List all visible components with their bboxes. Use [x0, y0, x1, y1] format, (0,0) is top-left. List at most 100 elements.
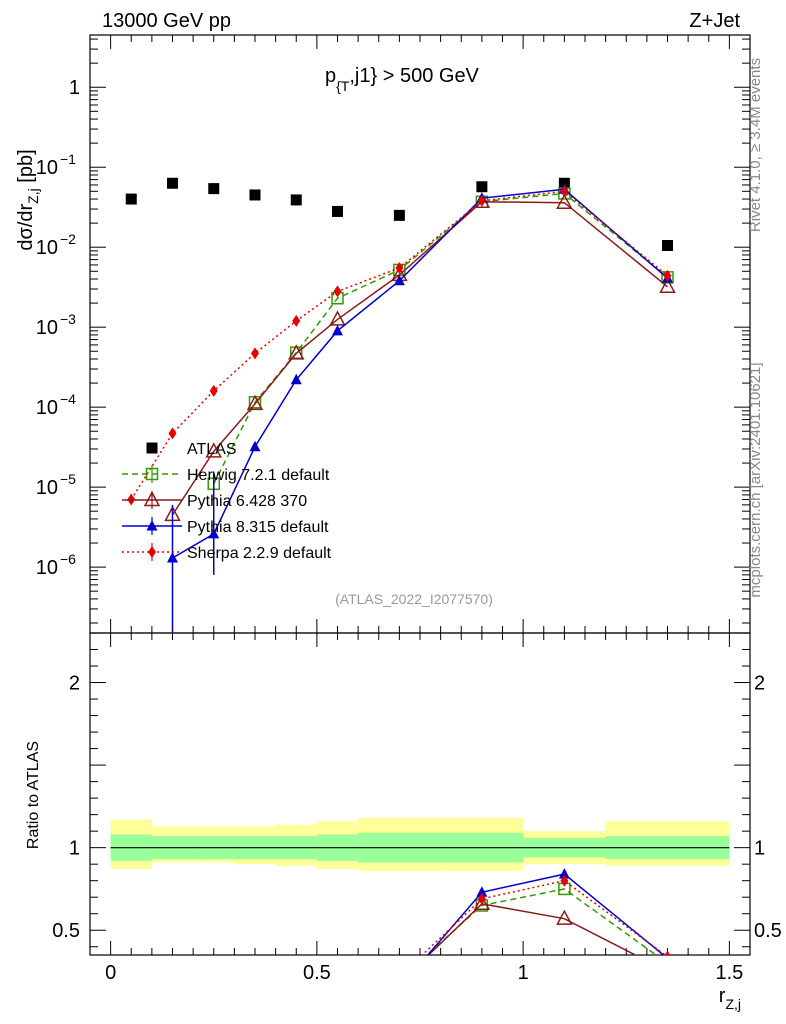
- plot-title-main: p: [325, 65, 336, 87]
- data-point-0-4: [290, 194, 302, 206]
- x-axis-label-sub: Z,j: [725, 996, 741, 1012]
- y-tick-label-mantissa: 10: [36, 237, 58, 259]
- ratio-point-0-0: [394, 974, 405, 985]
- data-point-2-3: [287, 344, 305, 360]
- legend: ATLAS Herwig 7.2.1 default Pythia 6.428 37…: [122, 441, 332, 562]
- analysis-watermark: (ATLAS_2022_I2077570): [335, 591, 493, 607]
- mcplots-reference-label: mcplots.cern.ch [arXiv:2401.10621]: [747, 362, 764, 597]
- y-tick-label-mantissa: 10: [36, 397, 58, 419]
- main-series-layer: [125, 177, 676, 633]
- x-axis-label-main: r: [719, 985, 726, 1007]
- data-point-0-3: [249, 189, 261, 201]
- y-tick-label: 10: [36, 557, 58, 579]
- plot-title-rest: ,j1} > 500 GeV: [349, 65, 479, 87]
- data-point-2-1: [205, 442, 223, 458]
- data-point-3-4: [332, 324, 343, 336]
- data-point-0-9: [662, 240, 673, 252]
- y-tick-label-mantissa: 10: [36, 317, 58, 339]
- ratio-point-3-3: [664, 950, 671, 955]
- y-tick-label: 10: [36, 477, 58, 499]
- ratio-line-2: [426, 873, 665, 955]
- header-process: 13000 GeV pp: [102, 10, 231, 32]
- ratio-y-tick-label-left: 2: [69, 673, 80, 695]
- ratio-point-2-1: [476, 886, 488, 897]
- header-channel: Z+Jet: [689, 10, 740, 32]
- ratio-point-2-0: [394, 982, 405, 993]
- data-point-0-1: [167, 177, 178, 189]
- y-tick-label: 10: [36, 157, 58, 179]
- ratio-line-0: [425, 888, 658, 955]
- data-point-4-7: [477, 194, 486, 207]
- ratio-y-tick-label-left: 1: [69, 838, 80, 860]
- y-tick-label-exponent: −4: [60, 391, 76, 407]
- y-tick-label: 10: [36, 237, 58, 259]
- data-point-4-6: [395, 261, 404, 274]
- data-point-4-2: [209, 384, 218, 397]
- ratio-point-1-1: [473, 894, 491, 911]
- ratio-point-1-2: [556, 909, 573, 925]
- ratio-plot-frame: [89, 632, 751, 956]
- data-point-4-1: [168, 427, 177, 440]
- plot-title: p{T,j1} > 500 GeV: [325, 65, 480, 94]
- ratio-line-3: [421, 879, 667, 955]
- data-point-4-8: [560, 185, 569, 198]
- ratio-line-1: [427, 903, 637, 955]
- plot-title-sub: {T: [336, 78, 350, 94]
- ratio-point-3-2: [560, 874, 569, 887]
- data-point-3-5: [393, 274, 405, 286]
- x-tick-label: 0.5: [303, 962, 331, 984]
- data-point-0-7: [476, 181, 488, 193]
- data-point-0-6: [393, 209, 405, 221]
- series-line-2: [171, 201, 668, 516]
- legend-marker-3: [146, 520, 158, 531]
- data-point-0-8: [558, 177, 570, 189]
- ratio-point-3-0: [395, 970, 403, 982]
- data-point-3-2: [249, 440, 261, 452]
- y-tick-label-exponent: −6: [60, 551, 76, 567]
- legend-marker-1: [145, 467, 159, 481]
- ratio-y-tick-label-right: 0.5: [754, 920, 782, 942]
- legend-label-1: Herwig 7.2.1 default: [187, 467, 330, 484]
- series-line-1: [213, 192, 668, 485]
- data-point-4-4: [292, 314, 301, 327]
- legend-label-3: Pythia 8.315 default: [187, 519, 329, 536]
- data-point-4-9: [663, 269, 672, 282]
- y-tick-label-mantissa: 10: [36, 157, 58, 179]
- legend-marker-2: [143, 490, 161, 507]
- y-tick-label: 10: [36, 397, 58, 419]
- main-y-axis-label-sub: Z,j: [25, 188, 41, 204]
- ratio-y-tick-label-right: 2: [754, 673, 765, 695]
- ratio-uncertainty-bands: [110, 817, 730, 871]
- data-point-4-5: [333, 285, 342, 298]
- x-tick-label: 1.5: [715, 962, 743, 984]
- x-axis-label: rZ,j: [719, 985, 741, 1012]
- data-point-2-7: [556, 193, 573, 209]
- legend-label-0: ATLAS: [187, 441, 237, 458]
- main-plot-frame: [89, 34, 751, 634]
- ratio-y-axis-label: Ratio to ATLAS: [25, 741, 42, 849]
- legend-label-4: Sherpa 2.2.9 default: [187, 545, 332, 562]
- x-tick-label: 1: [518, 962, 529, 984]
- ratio-y-tick-label-left: 0.5: [52, 920, 80, 942]
- y-tick-label: 1: [69, 77, 80, 99]
- ratio-point-1-0: [392, 976, 406, 989]
- x-tick-label: 0: [105, 962, 116, 984]
- y-tick-label-mantissa: 10: [36, 557, 58, 579]
- data-point-4-3: [251, 347, 259, 360]
- legend-marker-4: [148, 546, 156, 558]
- ratio-point-0-3: [662, 958, 673, 969]
- y-tick-label-exponent: −3: [60, 311, 76, 327]
- main-y-axis-label: dσ/drZ,j [pb]: [15, 149, 41, 250]
- main-y-axis-label-main: dσ/dr: [15, 204, 37, 251]
- ratio-y-tick-label-right: 1: [754, 838, 765, 860]
- ratio-series-layer: [392, 868, 675, 993]
- data-point-3-3: [290, 373, 302, 385]
- rivet-version-label: Rivet 4.1.0, ≥ 3.4M events: [747, 58, 764, 232]
- data-point-0-5: [332, 205, 343, 217]
- ratio-point-1-3: [661, 964, 675, 977]
- data-point-2-8: [659, 277, 676, 294]
- data-point-0-0: [125, 193, 137, 205]
- main-y-axis-label-unit: [pb]: [15, 149, 37, 188]
